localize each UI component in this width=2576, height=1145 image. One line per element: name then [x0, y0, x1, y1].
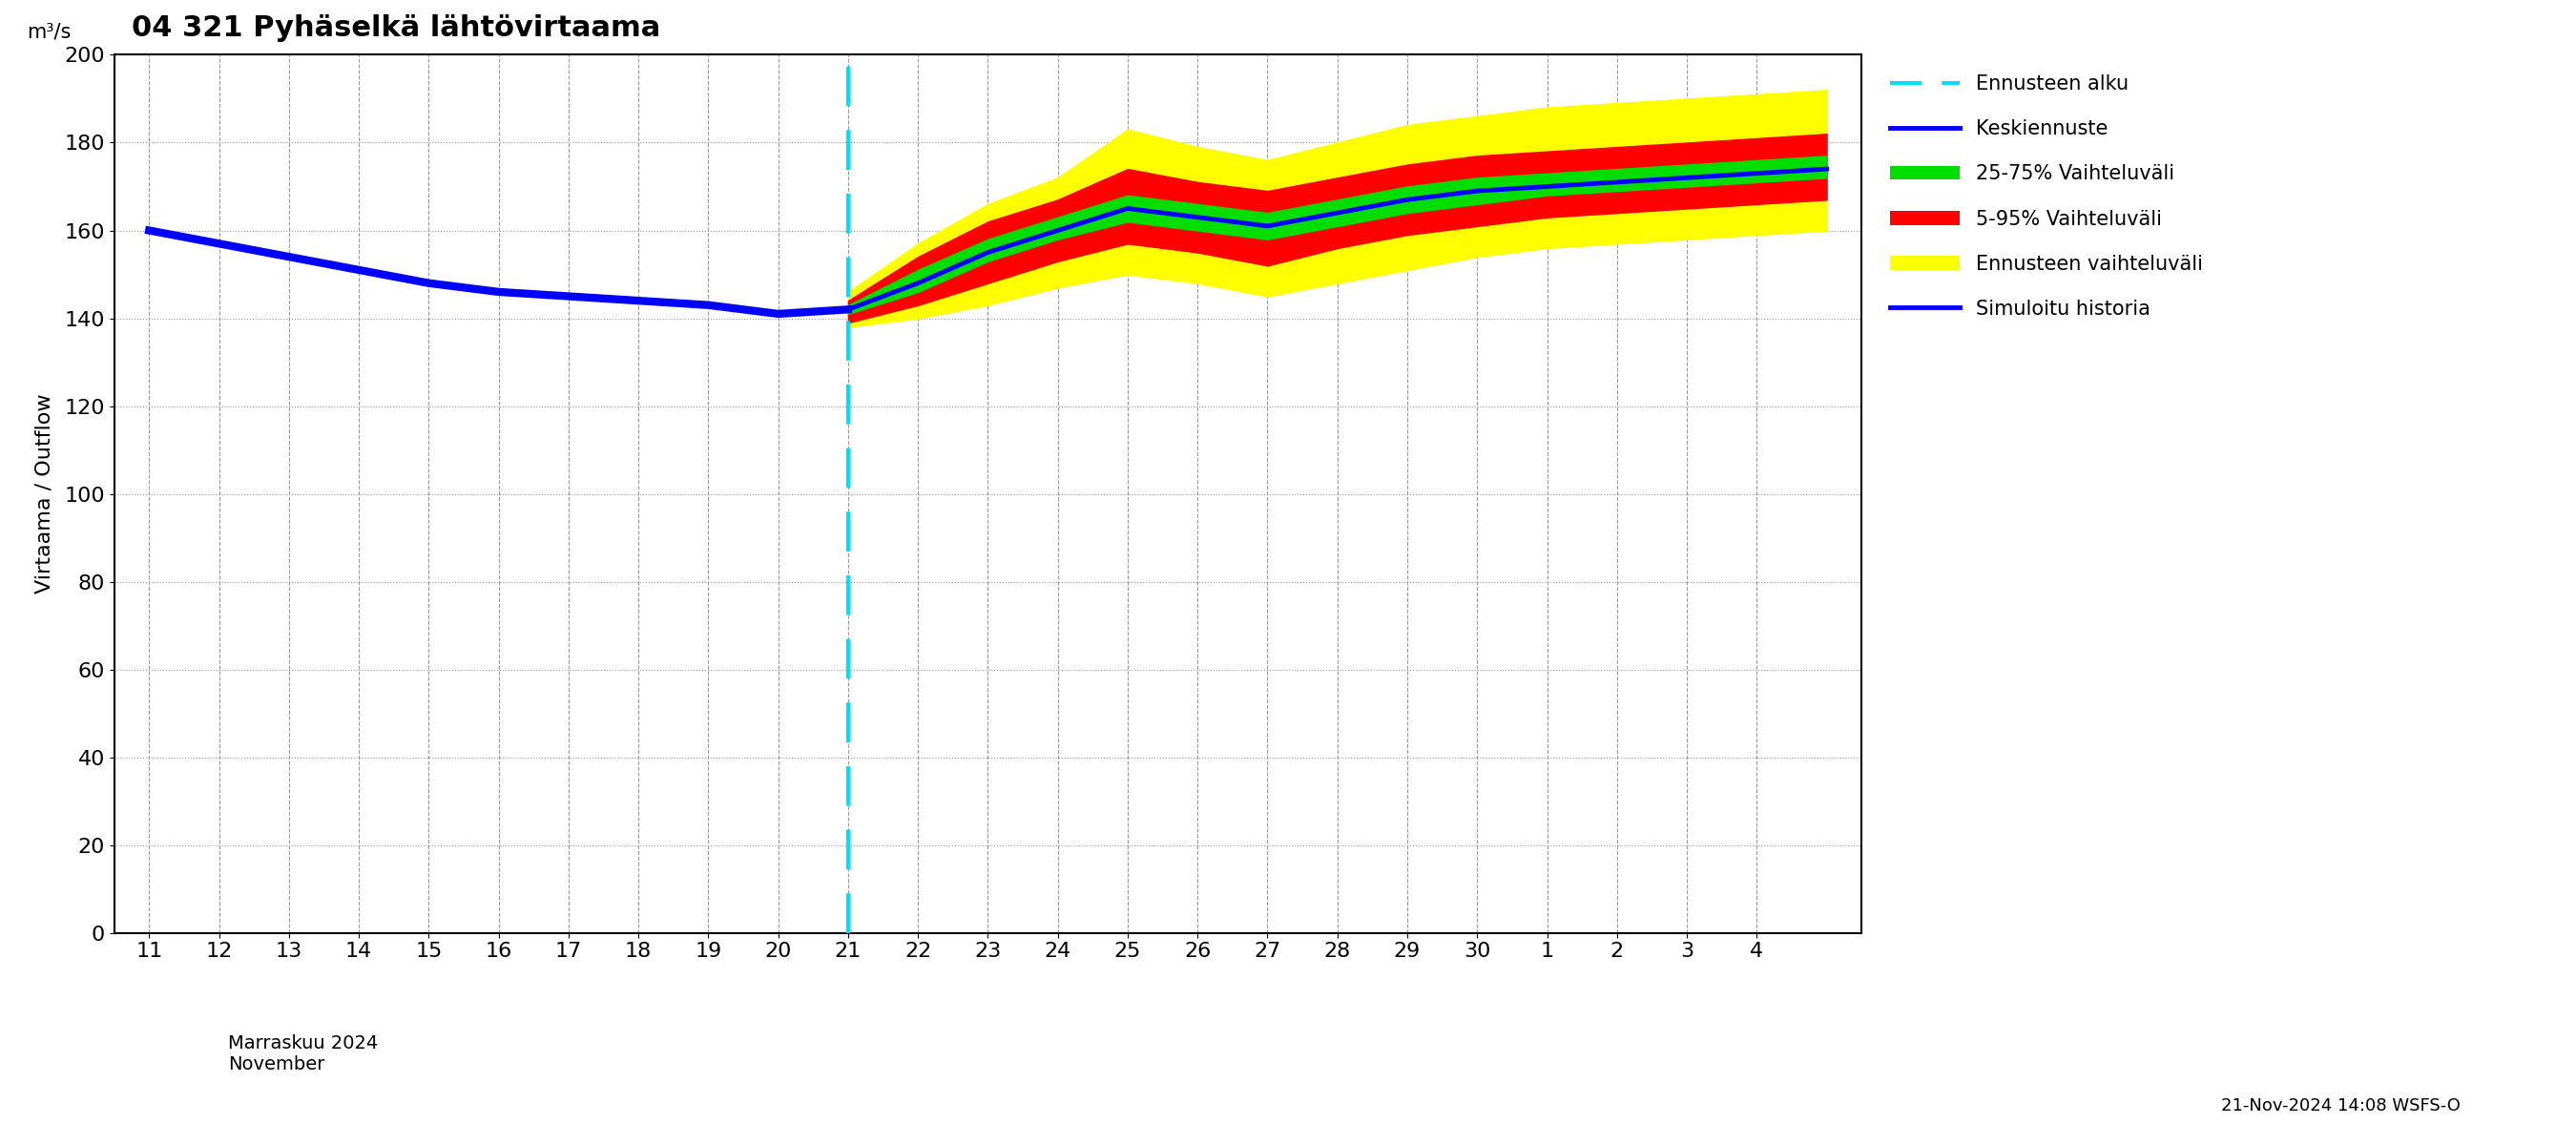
Text: Marraskuu 2024
November: Marraskuu 2024 November	[227, 1034, 379, 1073]
Text: 21-Nov-2024 14:08 WSFS-O: 21-Nov-2024 14:08 WSFS-O	[2221, 1097, 2460, 1114]
Text: 04 321 Pyhäselkä lähtövirtaama: 04 321 Pyhäselkä lähtövirtaama	[131, 14, 659, 42]
Text: m³/s: m³/s	[26, 23, 72, 41]
Legend: Ennusteen alku, Keskiennuste, 25-75% Vaihteluväli, 5-95% Vaihteluväli, Ennusteen: Ennusteen alku, Keskiennuste, 25-75% Vai…	[1880, 65, 2213, 329]
Y-axis label: Virtaama / Outflow: Virtaama / Outflow	[33, 394, 54, 594]
